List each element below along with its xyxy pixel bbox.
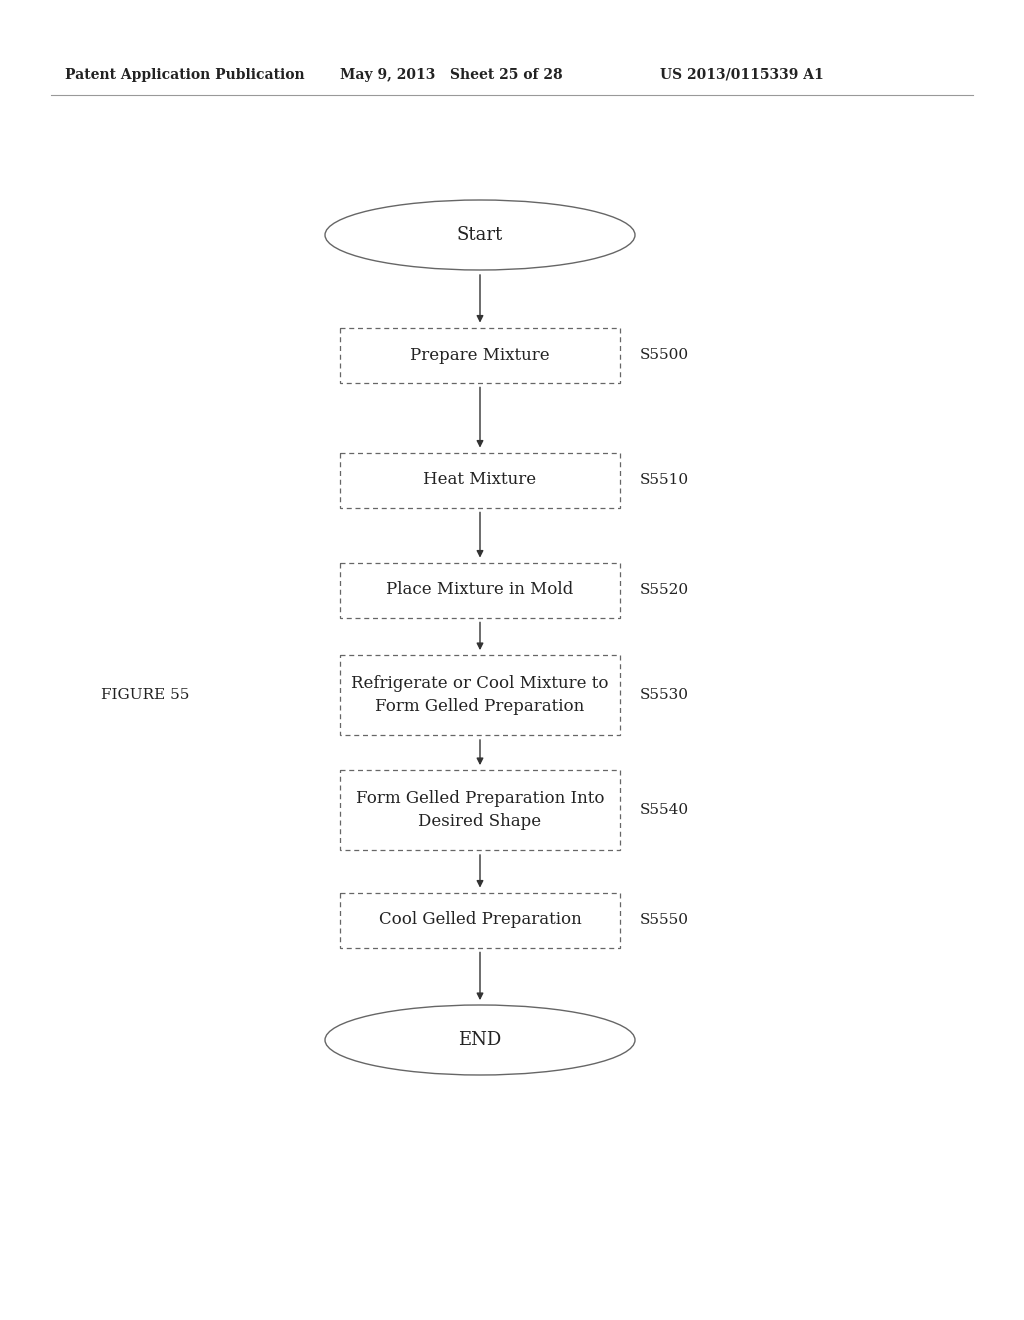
Ellipse shape <box>325 1005 635 1074</box>
Text: END: END <box>459 1031 502 1049</box>
Text: S5550: S5550 <box>640 913 689 927</box>
Text: S5530: S5530 <box>640 688 689 702</box>
Text: S5520: S5520 <box>640 583 689 597</box>
FancyBboxPatch shape <box>340 892 620 948</box>
Text: US 2013/0115339 A1: US 2013/0115339 A1 <box>660 69 823 82</box>
Text: Prepare Mixture: Prepare Mixture <box>411 346 550 363</box>
Text: Patent Application Publication: Patent Application Publication <box>65 69 304 82</box>
Text: May 9, 2013   Sheet 25 of 28: May 9, 2013 Sheet 25 of 28 <box>340 69 562 82</box>
Text: Cool Gelled Preparation: Cool Gelled Preparation <box>379 912 582 928</box>
Text: S5500: S5500 <box>640 348 689 362</box>
Text: Place Mixture in Mold: Place Mixture in Mold <box>386 582 573 598</box>
FancyBboxPatch shape <box>340 327 620 383</box>
Text: Heat Mixture: Heat Mixture <box>424 471 537 488</box>
Text: FIGURE 55: FIGURE 55 <box>100 688 189 702</box>
Text: S5510: S5510 <box>640 473 689 487</box>
Ellipse shape <box>325 201 635 271</box>
FancyBboxPatch shape <box>340 453 620 507</box>
FancyBboxPatch shape <box>340 655 620 735</box>
Text: S5540: S5540 <box>640 803 689 817</box>
FancyBboxPatch shape <box>340 562 620 618</box>
FancyBboxPatch shape <box>340 770 620 850</box>
Text: Form Gelled Preparation Into
Desired Shape: Form Gelled Preparation Into Desired Sha… <box>355 791 604 829</box>
Text: Start: Start <box>457 226 503 244</box>
Text: Refrigerate or Cool Mixture to
Form Gelled Preparation: Refrigerate or Cool Mixture to Form Gell… <box>351 676 608 714</box>
